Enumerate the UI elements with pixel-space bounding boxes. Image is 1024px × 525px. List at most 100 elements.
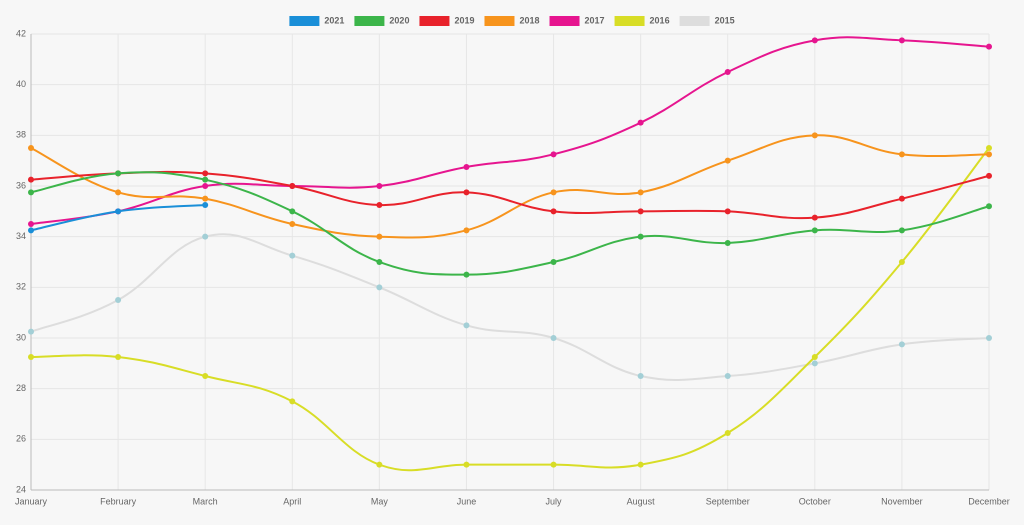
legend-swatch <box>354 16 385 26</box>
y-tick-label: 42 <box>16 28 26 38</box>
data-point <box>550 259 557 265</box>
legend-item: 2016 <box>614 15 670 26</box>
legend-label: 2016 <box>650 15 670 25</box>
data-point <box>463 271 470 278</box>
y-tick-label: 34 <box>16 231 26 241</box>
data-point <box>376 183 383 189</box>
data-point <box>724 430 731 436</box>
data-point <box>289 221 296 227</box>
series-line <box>30 233 990 382</box>
data-point <box>289 252 296 259</box>
x-tick-label: December <box>968 496 1010 506</box>
data-point <box>115 297 122 303</box>
legend-item: 2019 <box>419 15 474 26</box>
y-tick-label: 40 <box>16 79 26 89</box>
data-point <box>811 354 818 360</box>
series-line <box>30 36 990 225</box>
legend-label: 2018 <box>519 15 539 25</box>
x-tick-label: September <box>706 496 750 506</box>
legend-label: 2021 <box>324 15 344 25</box>
series-line <box>30 171 990 276</box>
data-point <box>898 341 905 348</box>
y-tick-label: 36 <box>16 180 26 190</box>
data-point <box>724 69 731 75</box>
data-point <box>898 227 905 234</box>
data-point <box>28 227 34 234</box>
x-tick-label: May <box>371 496 389 506</box>
legend-item: 2017 <box>549 15 605 26</box>
data-point <box>28 145 34 151</box>
data-point <box>898 259 905 265</box>
data-point <box>811 37 818 44</box>
y-tick-label: 24 <box>16 484 26 494</box>
data-point <box>202 170 209 177</box>
data-point <box>202 176 209 183</box>
data-point <box>550 151 557 158</box>
legend-item: 2015 <box>679 15 735 26</box>
legend-label: 2020 <box>389 15 409 25</box>
y-tick-label: 32 <box>16 282 26 292</box>
legend-label: 2017 <box>585 15 605 25</box>
data-point <box>898 37 905 44</box>
data-point <box>202 233 209 240</box>
data-point <box>115 170 122 177</box>
data-point <box>637 373 644 379</box>
data-point <box>550 189 557 196</box>
data-point <box>28 354 34 360</box>
x-tick-label: November <box>881 496 923 506</box>
x-tick-label: February <box>100 496 137 506</box>
data-point <box>376 461 383 468</box>
data-point <box>986 151 992 158</box>
data-point <box>637 119 644 126</box>
data-point <box>202 373 209 379</box>
legend-item: 2021 <box>289 15 344 26</box>
data-point <box>724 157 731 164</box>
legend-swatch <box>419 16 450 26</box>
data-point <box>724 373 731 379</box>
data-point <box>28 221 34 227</box>
series-line <box>30 134 990 239</box>
data-point <box>463 164 470 170</box>
data-point <box>550 335 557 341</box>
data-point <box>376 259 383 265</box>
y-tick-label: 26 <box>16 434 26 444</box>
x-tick-label: June <box>457 496 477 506</box>
data-point <box>986 203 992 210</box>
data-point <box>376 202 383 208</box>
legend-swatch <box>484 16 515 26</box>
data-point <box>550 208 557 215</box>
y-tick-label: 30 <box>16 332 26 342</box>
data-point <box>202 202 209 208</box>
legend-item: 2018 <box>484 15 540 26</box>
legend-item: 2020 <box>354 15 409 26</box>
data-point <box>637 189 644 196</box>
data-point <box>637 461 644 468</box>
data-point <box>898 151 905 158</box>
data-point <box>28 176 34 183</box>
data-point <box>463 461 470 468</box>
data-point <box>463 189 470 196</box>
data-point <box>28 328 34 335</box>
legend: 2021 2020 2019 2018 2017 2016 2015 <box>289 15 735 26</box>
data-point <box>986 145 992 151</box>
legend-swatch <box>549 16 580 26</box>
data-point <box>637 233 644 240</box>
legend-swatch <box>614 16 645 26</box>
x-tick-label: July <box>546 496 563 506</box>
x-tick-label: April <box>283 496 301 506</box>
data-point <box>376 284 383 291</box>
data-point <box>986 43 992 50</box>
data-point <box>724 208 731 215</box>
data-point <box>115 354 122 360</box>
data-point <box>28 189 34 196</box>
data-point <box>811 227 818 234</box>
data-point <box>811 132 818 139</box>
x-tick-label: October <box>799 496 831 506</box>
legend-label: 2019 <box>454 15 474 25</box>
data-point <box>376 233 383 240</box>
data-point <box>463 322 470 329</box>
data-point <box>811 360 818 367</box>
data-point <box>986 172 992 179</box>
x-tick-label: August <box>627 496 656 506</box>
data-point <box>115 208 122 215</box>
